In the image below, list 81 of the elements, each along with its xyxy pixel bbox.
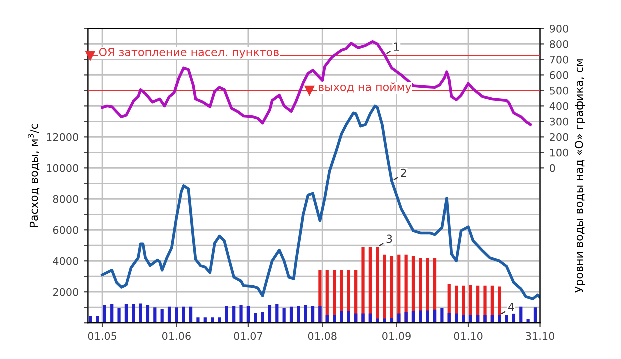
bar: [362, 314, 365, 324]
bar: [175, 308, 178, 324]
bar: [240, 305, 243, 324]
bar: [412, 311, 416, 324]
line-series: [101, 104, 540, 300]
bar: [96, 316, 100, 324]
y2-tick-label: 900: [550, 24, 568, 33]
bar: [89, 316, 92, 324]
bar: [246, 306, 250, 324]
ref-line-label: выход на пойму: [319, 82, 412, 94]
y2-tick-label: 0: [550, 164, 556, 172]
y-tick-label: 12000: [47, 133, 78, 142]
annotation: 3: [386, 234, 392, 244]
y2-tick-label: 200: [550, 133, 568, 142]
x-tick-label: 01.05: [88, 332, 117, 340]
bar: [448, 313, 451, 324]
bar: [218, 318, 222, 324]
bar: [426, 310, 430, 324]
y2-tick-label: 800: [550, 40, 568, 48]
bar: [182, 306, 186, 324]
bar: [297, 306, 300, 324]
x-tick-label: 01.07: [234, 332, 262, 340]
bar: [211, 318, 214, 324]
bar: [484, 315, 487, 324]
bar: [139, 304, 142, 324]
bar: [204, 318, 207, 324]
bar: [520, 306, 523, 324]
bar: [154, 308, 157, 324]
bar: [318, 306, 322, 324]
bar: [196, 318, 200, 324]
bar: [340, 311, 344, 324]
bar: [225, 306, 228, 324]
annotation: 4: [508, 303, 514, 312]
annotation: 2: [401, 168, 406, 178]
bar: [304, 305, 308, 324]
x-tick-label: 01.06: [162, 332, 191, 340]
bar: [118, 308, 121, 324]
x-tick-label: 31.10: [526, 332, 554, 340]
bar: [311, 306, 315, 324]
bar: [232, 306, 236, 324]
y-tick-label: 6000: [53, 226, 78, 234]
ref-line-label: ОЯ затопление насел. пунктов: [99, 48, 279, 59]
y-tick-label: 8000: [53, 195, 78, 204]
bar: [276, 304, 279, 324]
bar: [160, 309, 164, 324]
bar: [146, 305, 150, 324]
bar: [440, 308, 444, 324]
bar: [462, 315, 466, 324]
y-tick-label: 2000: [53, 288, 78, 296]
annotation: 1: [394, 42, 400, 51]
bar: [189, 306, 193, 324]
bar: [268, 305, 272, 324]
y2-tick-label: 400: [550, 102, 568, 110]
y2-tick-label: 600: [550, 71, 568, 80]
y-axis-title: Расход воды, м$^{3}$/с: [28, 124, 40, 228]
y2-axis-title: Уровни воды воды над «О» графика, см: [574, 60, 586, 293]
y2-tick-label: 300: [550, 118, 568, 126]
line-series: [101, 40, 532, 126]
y2-tick-label: 100: [550, 148, 568, 157]
x-tick-label: 01.09: [382, 332, 411, 340]
bar: [505, 315, 508, 324]
bar: [254, 313, 258, 324]
x-tick-label: 01.10: [454, 332, 483, 340]
bar: [103, 305, 106, 324]
bar: [124, 304, 128, 324]
y-tick-label: 4000: [53, 257, 78, 266]
bar: [261, 312, 264, 324]
y2-tick-label: 500: [550, 86, 568, 95]
bar: [419, 310, 422, 324]
bar: [282, 308, 286, 324]
x-tick-label: 01.08: [308, 332, 337, 340]
bar: [168, 306, 172, 324]
bar: [534, 308, 538, 324]
bar: [383, 318, 386, 324]
y-tick-label: 10000: [47, 164, 78, 172]
bar: [290, 306, 294, 324]
bar: [110, 304, 114, 324]
bar: [347, 311, 350, 324]
bar: [132, 304, 136, 324]
bar: [433, 310, 437, 324]
y2-tick-label: 700: [550, 56, 568, 64]
